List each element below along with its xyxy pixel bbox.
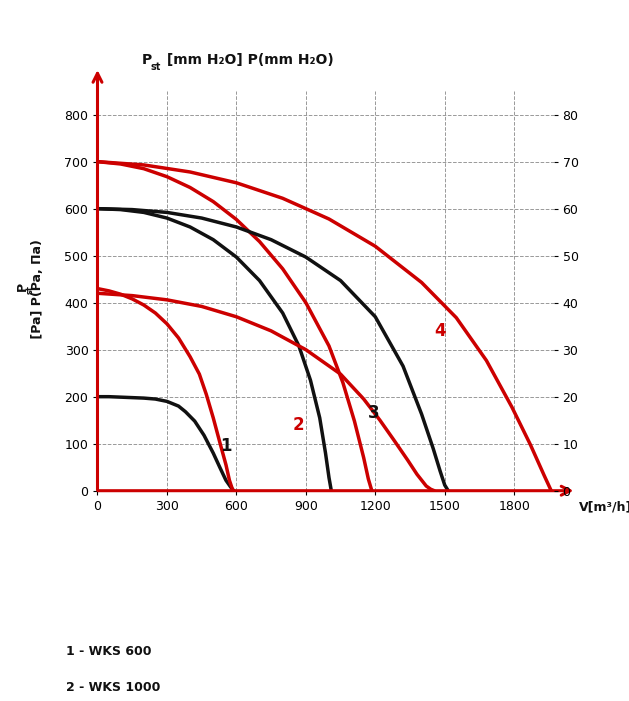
Text: [Pa] P(Pa, Πa): [Pa] P(Pa, Πa) <box>31 239 44 343</box>
Text: st: st <box>151 62 161 72</box>
Text: 2 - WKS 1000: 2 - WKS 1000 <box>66 681 160 695</box>
Text: st: st <box>26 285 35 294</box>
Text: 3: 3 <box>369 404 380 422</box>
Text: P: P <box>142 53 152 67</box>
Text: P: P <box>16 282 28 291</box>
Text: [mm H₂O] P(mm H₂O): [mm H₂O] P(mm H₂O) <box>162 53 333 67</box>
Text: V[m³/h]: V[m³/h] <box>579 501 629 514</box>
Text: 2: 2 <box>293 416 304 434</box>
Text: 1 - WKS 600: 1 - WKS 600 <box>66 645 152 658</box>
Text: 1: 1 <box>220 437 231 455</box>
Text: 4: 4 <box>434 322 446 340</box>
